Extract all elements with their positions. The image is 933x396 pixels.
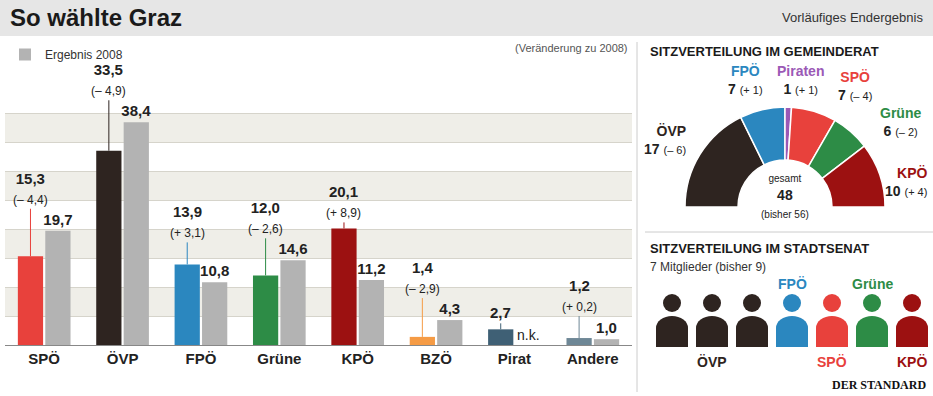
svg-text:KPÖ: KPÖ	[897, 354, 927, 370]
svg-text:KPÖ10 (+ 4): KPÖ10 (+ 4)	[885, 165, 928, 199]
svg-text:Grüne: Grüne	[257, 350, 301, 367]
svg-text:13,9(+ 3,1): 13,9(+ 3,1)	[170, 203, 205, 240]
svg-text:SITZVERTEILUNG IM STADTSENAT: SITZVERTEILUNG IM STADTSENAT	[650, 241, 869, 256]
svg-text:SPÖ7 (– 4): SPÖ7 (– 4)	[838, 69, 872, 103]
svg-text:Andere: Andere	[567, 350, 619, 367]
svg-text:SPÖ: SPÖ	[817, 354, 847, 370]
svg-text:14,6: 14,6	[278, 240, 307, 257]
svg-text:gesamt48(bisher 56): gesamt48(bisher 56)	[761, 173, 809, 220]
svg-text:19,7: 19,7	[43, 211, 72, 228]
svg-text:SPÖ: SPÖ	[28, 350, 60, 367]
svg-text:SITZVERTEILUNG IM GEMEINDERAT: SITZVERTEILUNG IM GEMEINDERAT	[650, 44, 879, 59]
svg-text:1,0: 1,0	[596, 319, 617, 336]
svg-text:Pirat: Pirat	[498, 350, 531, 367]
svg-text:20,1(+ 8,9): 20,1(+ 8,9)	[326, 183, 361, 220]
svg-text:1,2(+ 0,2): 1,2(+ 0,2)	[562, 277, 597, 314]
svg-text:(Veränderung zu 2008): (Veränderung zu 2008)	[515, 42, 628, 54]
svg-text:4,3: 4,3	[439, 300, 460, 317]
svg-text:1,4(– 2,9): 1,4(– 2,9)	[405, 259, 440, 296]
svg-text:ÖVP: ÖVP	[697, 354, 727, 370]
svg-text:DER STANDARD: DER STANDARD	[832, 378, 926, 392]
svg-text:ÖVP: ÖVP	[107, 350, 139, 367]
svg-text:Vorläufiges Endergebnis: Vorläufiges Endergebnis	[782, 10, 923, 25]
svg-text:FPÖ7 (+ 1): FPÖ7 (+ 1)	[728, 63, 763, 97]
svg-text:FPÖ: FPÖ	[778, 276, 807, 292]
svg-text:2,7: 2,7	[490, 304, 511, 321]
svg-text:So wählte Graz: So wählte Graz	[10, 4, 182, 31]
svg-text:KPÖ: KPÖ	[341, 350, 374, 367]
svg-text:12,0(– 2,6): 12,0(– 2,6)	[248, 199, 283, 236]
svg-text:Piraten1 (+ 1): Piraten1 (+ 1)	[777, 63, 824, 97]
svg-text:11,2: 11,2	[357, 260, 385, 277]
svg-text:10,8: 10,8	[200, 262, 229, 279]
svg-text:33,5(– 4,9): 33,5(– 4,9)	[91, 61, 126, 98]
svg-text:Grüne: Grüne	[852, 276, 893, 292]
svg-text:7 Mitglieder (bisher 9): 7 Mitglieder (bisher 9)	[650, 260, 766, 274]
svg-text:n.k.: n.k.	[517, 327, 540, 343]
svg-text:BZÖ: BZÖ	[420, 350, 452, 367]
svg-text:Ergebnis 2008: Ergebnis 2008	[45, 48, 123, 62]
svg-text:FPÖ: FPÖ	[186, 350, 217, 367]
svg-text:15,3(– 4,4): 15,3(– 4,4)	[13, 170, 48, 207]
svg-text:38,4: 38,4	[121, 102, 151, 119]
svg-text:Grüne6 (– 2): Grüne6 (– 2)	[880, 105, 921, 139]
svg-text:ÖVP17 (– 6): ÖVP17 (– 6)	[644, 123, 686, 157]
